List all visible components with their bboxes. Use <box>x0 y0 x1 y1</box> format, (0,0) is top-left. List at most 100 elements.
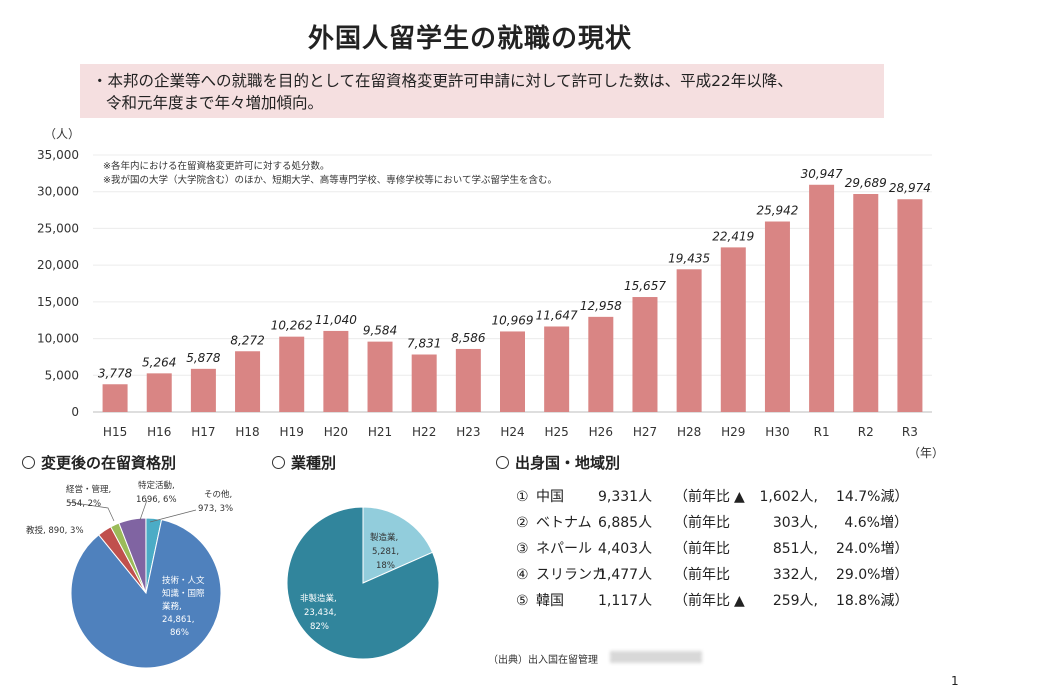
data-label-R2: 29,689 <box>845 176 887 190</box>
y-tick-label: 5,000 <box>45 368 79 382</box>
x-tick-R1: R1 <box>814 425 830 439</box>
origin-rank: ③ <box>516 541 529 557</box>
origin-prefix: （前年比 <box>674 593 730 609</box>
bar-H17 <box>190 368 216 412</box>
bar-H16 <box>146 373 172 412</box>
pie1-label-keiei-1: 経営・管理, <box>66 484 111 495</box>
data-label-H19: 10,262 <box>271 319 313 333</box>
data-label-H15: 3,778 <box>98 366 133 380</box>
bar-H28 <box>676 269 702 412</box>
origin-rank: ④ <box>516 567 529 583</box>
section-industry-title: 業種別 <box>291 454 337 472</box>
pie1-label-keiei-2: 554, 2% <box>66 499 101 509</box>
pie2-label-seizo-3: 18% <box>376 561 395 571</box>
origin-prefix: （前年比 <box>674 541 730 557</box>
origin-count: 1,117人 <box>598 593 653 609</box>
pie1-label-sonota-1: その他, <box>204 489 232 500</box>
origin-change: 332人, <box>772 567 818 583</box>
bar-chart: 35,000 30,000 25,000 20,000 15,000 10,000 5,00… <box>37 127 944 460</box>
origin-change: 259人, <box>772 593 818 609</box>
data-label-H28: 19,435 <box>668 251 710 265</box>
y-tick-label: 25,000 <box>37 221 79 235</box>
origin-pct: 29.0%増） <box>836 567 909 583</box>
data-label-H20: 11,040 <box>315 313 357 327</box>
x-tick-H19: H19 <box>280 425 304 439</box>
x-tick-H16: H16 <box>147 425 171 439</box>
page-title: 外国人留学生の就職の現状 <box>307 24 632 54</box>
data-label-H30: 25,942 <box>756 204 798 218</box>
origin-count: 9,331人 <box>598 489 653 505</box>
data-label-H16: 5,264 <box>142 355 176 369</box>
pie1-label-gijutsu-5: 86% <box>170 628 189 638</box>
data-label-H22: 7,831 <box>407 336 441 350</box>
circle-bullet-icon <box>272 456 285 469</box>
x-axis-ticks: H15 H16 H17 H18 H19 H20 H21 H22 H23 H24 H25 H26 H27 H… <box>103 425 918 439</box>
pie2-label-hiseizo-3: 82% <box>310 622 329 632</box>
y-axis-label: （人） <box>44 127 80 141</box>
summary-line-1: ・本邦の企業等への就職を目的として在留資格変更許可申請に対して許可した数は、平成… <box>92 72 793 90</box>
pie-slice <box>286 506 440 660</box>
x-tick-H15: H15 <box>103 425 127 439</box>
origin-prefix: （前年比 <box>674 567 730 583</box>
bar-H29 <box>720 247 746 412</box>
origin-change: 1,602人, <box>759 489 818 505</box>
x-tick-H25: H25 <box>545 425 569 439</box>
origin-pct: 4.6%増） <box>844 515 908 531</box>
origin-rank: ① <box>516 489 529 505</box>
pie2-label-hiseizo-1: 非製造業, <box>300 593 337 604</box>
pie1-label-gijutsu-2: 知識・国際 <box>162 588 205 599</box>
bar-R1 <box>809 184 835 412</box>
origin-change: 851人, <box>772 541 818 557</box>
origin-mark: ▲ <box>734 489 745 505</box>
data-label-H21: 9,584 <box>363 324 397 338</box>
x-tick-H23: H23 <box>456 425 480 439</box>
data-label-H25: 11,647 <box>536 308 578 322</box>
data-label-H29: 22,419 <box>712 229 754 243</box>
bar-H27 <box>632 297 658 412</box>
bar-R2 <box>853 193 879 412</box>
circle-bullet-icon <box>496 456 509 469</box>
section-residence-status-title: 変更後の在留資格別 <box>41 454 177 472</box>
y-axis-ticks: 35,000 30,000 25,000 20,000 15,000 10,000 5,00… <box>37 148 79 419</box>
pie1-label-tokutei-1: 特定活動, <box>138 480 175 491</box>
data-label-H18: 8,272 <box>230 333 264 347</box>
x-tick-H20: H20 <box>324 425 348 439</box>
x-tick-R3: R3 <box>902 425 918 439</box>
x-tick-H30: H30 <box>765 425 789 439</box>
pie-slices <box>286 506 440 660</box>
chart-note-2: ※我が国の大学（大学院含む）のほか、短期大学、高等専門学校、専修学校等において学… <box>103 174 557 186</box>
data-label-H17: 5,878 <box>186 351 221 365</box>
origin-pct: 24.0%増） <box>836 541 909 557</box>
summary-line-2: 令和元年度まで年々増加傾向。 <box>106 94 324 112</box>
chart-note-1: ※各年内における在留資格変更許可に対する処分数。 <box>103 160 329 172</box>
bar-H20 <box>323 330 349 412</box>
bar-H24 <box>500 331 525 412</box>
x-tick-H18: H18 <box>235 425 259 439</box>
pie2-label-hiseizo-2: 23,434, <box>304 608 336 618</box>
x-tick-H24: H24 <box>500 425 524 439</box>
data-label-H26: 12,958 <box>580 299 622 313</box>
bars: 3,778 5,264 5,878 8,272 10,262 11,040 9,584 7,8… <box>98 167 931 412</box>
pie-chart-industry: 製造業, 5,281, 18% 非製造業, 23,434, 82% <box>286 506 440 660</box>
bar-H23 <box>455 348 481 412</box>
pie1-label-kyoju: 教授, 890, 3% <box>26 525 84 536</box>
origin-country: ネパール <box>536 541 592 557</box>
y-tick-label: 10,000 <box>37 332 79 346</box>
source-redacted <box>610 651 702 663</box>
origin-count: 4,403人 <box>598 541 653 557</box>
pie1-label-gijutsu-1: 技術・人文 <box>162 575 205 586</box>
bar-H18 <box>235 351 261 412</box>
pie1-label-gijutsu-3: 業務, <box>162 601 182 612</box>
section-industry: 業種別 <box>272 452 336 473</box>
origin-mark: ▲ <box>734 593 745 609</box>
y-tick-label: 20,000 <box>37 258 79 272</box>
bar-H21 <box>367 341 393 412</box>
bar-H19 <box>279 336 305 412</box>
pie1-label-gijutsu-4: 24,861, <box>162 615 194 625</box>
origin-count: 1,477人 <box>598 567 653 583</box>
origin-country: 中国 <box>536 489 564 505</box>
y-tick-label: 30,000 <box>37 185 79 199</box>
x-tick-H27: H27 <box>633 425 657 439</box>
x-tick-H22: H22 <box>412 425 436 439</box>
page-number: 1 <box>951 674 959 688</box>
